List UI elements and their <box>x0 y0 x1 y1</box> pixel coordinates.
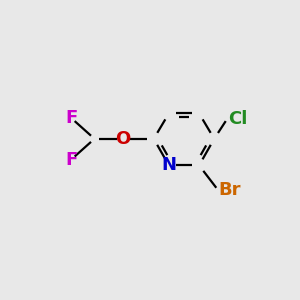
Text: F: F <box>65 109 77 127</box>
Text: F: F <box>65 151 77 169</box>
Text: N: N <box>161 156 176 174</box>
Text: Br: Br <box>219 181 241 199</box>
Text: O: O <box>115 130 130 148</box>
Text: Cl: Cl <box>228 110 248 128</box>
